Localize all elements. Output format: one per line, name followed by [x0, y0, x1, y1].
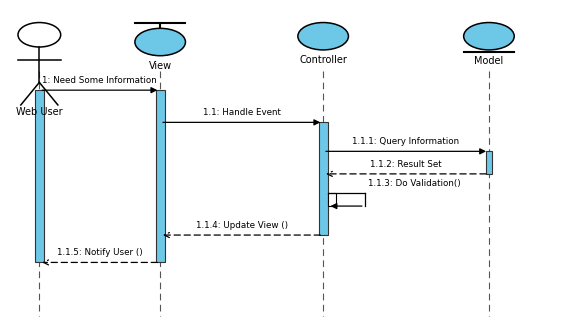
Bar — [486, 151, 492, 174]
Bar — [328, 193, 336, 206]
Bar — [156, 90, 165, 262]
Text: Controller: Controller — [299, 55, 347, 65]
Text: View: View — [148, 61, 172, 71]
Text: 1.1.2: Result Set: 1.1.2: Result Set — [370, 160, 442, 169]
Text: Model: Model — [474, 56, 504, 66]
Text: 1.1: Handle Event: 1.1: Handle Event — [203, 108, 280, 117]
Ellipse shape — [135, 28, 185, 56]
Text: 1.1.5: Notify User (): 1.1.5: Notify User () — [57, 248, 143, 257]
Ellipse shape — [298, 23, 348, 50]
Text: 1.1.1: Query Information: 1.1.1: Query Information — [352, 137, 460, 146]
Bar — [35, 90, 44, 262]
Text: Web User: Web User — [16, 107, 62, 117]
Bar — [319, 122, 328, 235]
Ellipse shape — [464, 23, 514, 50]
Text: 1.1.3: Do Validation(): 1.1.3: Do Validation() — [368, 179, 460, 188]
Text: 1.1.4: Update View (): 1.1.4: Update View () — [196, 221, 288, 230]
Text: 1: Need Some Information: 1: Need Some Information — [42, 76, 157, 85]
